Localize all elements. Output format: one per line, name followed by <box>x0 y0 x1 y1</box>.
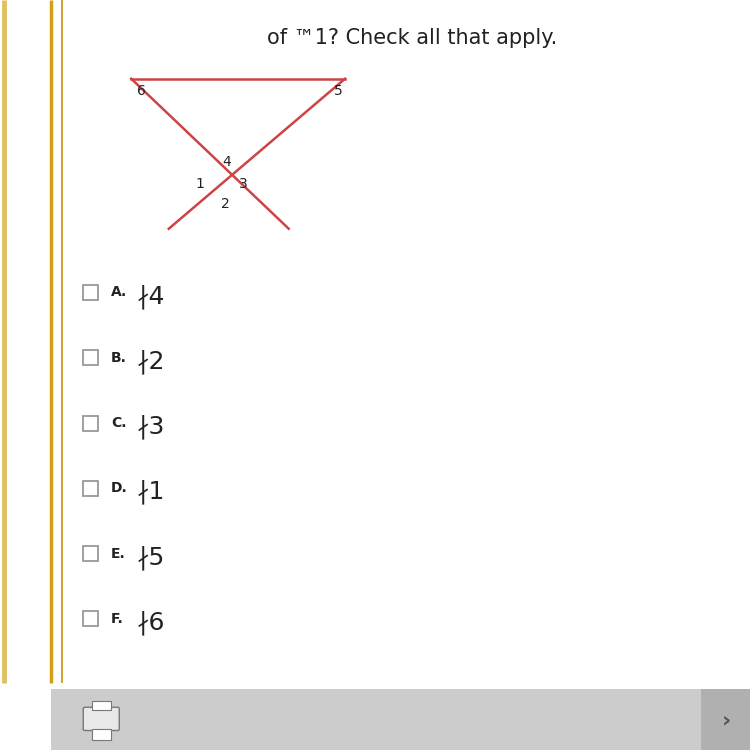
Text: ∤6: ∤6 <box>136 610 165 634</box>
Bar <box>82 481 98 496</box>
Bar <box>82 350 98 365</box>
Bar <box>92 729 111 740</box>
Text: 3: 3 <box>238 177 248 190</box>
Text: C.: C. <box>111 416 127 430</box>
Text: 4: 4 <box>222 154 231 169</box>
Bar <box>701 688 750 750</box>
Text: 2: 2 <box>220 197 230 211</box>
Bar <box>82 416 98 430</box>
Bar <box>82 611 98 626</box>
Bar <box>51 688 750 750</box>
Bar <box>92 700 111 710</box>
Text: 6: 6 <box>136 84 146 98</box>
Text: ∤2: ∤2 <box>136 350 165 374</box>
Text: A.: A. <box>111 286 128 299</box>
Text: E.: E. <box>111 547 126 560</box>
Text: of ™1? Check all that apply.: of ™1? Check all that apply. <box>268 28 557 48</box>
Text: B.: B. <box>111 351 127 364</box>
Text: ∤1: ∤1 <box>136 480 165 504</box>
FancyBboxPatch shape <box>83 707 119 730</box>
Text: ›: › <box>722 710 730 730</box>
Text: ∤5: ∤5 <box>136 545 165 569</box>
Bar <box>82 546 98 561</box>
Text: D.: D. <box>111 482 128 495</box>
Bar <box>82 285 98 300</box>
Text: 5: 5 <box>334 84 343 98</box>
Text: F.: F. <box>111 612 124 626</box>
Text: 1: 1 <box>195 177 204 190</box>
Text: ∤3: ∤3 <box>136 415 165 439</box>
Text: ∤4: ∤4 <box>136 284 165 308</box>
